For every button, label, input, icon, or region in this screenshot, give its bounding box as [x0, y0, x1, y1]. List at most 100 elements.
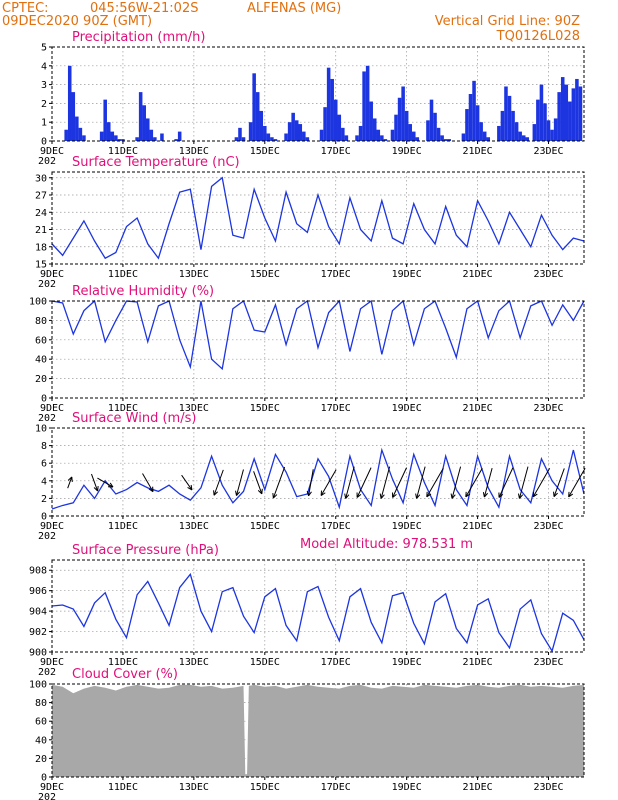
header-date: 09DEC2020 90Z (GMT) [2, 14, 152, 29]
precip-bar [500, 110, 505, 141]
wind-arrow [97, 477, 114, 488]
x-tick-label: 9DEC [40, 403, 64, 414]
x-tick-label: 17DEC [321, 269, 351, 280]
panel-frame [51, 46, 585, 142]
wind-arrow [306, 469, 314, 497]
precip-bar [177, 131, 182, 141]
y-tick-label: 18 [35, 242, 47, 253]
wind-arrow [450, 466, 462, 499]
x-tick-label: 11DEC [108, 521, 138, 532]
precip-bar [153, 137, 157, 141]
y-tick-label: 0 [41, 773, 47, 784]
y-tick-label: 8 [41, 441, 47, 452]
x-tick-label: 19DEC [392, 146, 422, 157]
precip-bar [117, 139, 122, 141]
precip-bar [64, 129, 68, 141]
wind-arrow [356, 467, 372, 498]
wind-arrow [379, 466, 391, 499]
x-tick-label: 23DEC [533, 403, 563, 414]
x-tick-label: 17DEC [321, 146, 351, 157]
panel-0: 0 1 2 3 4 5 9DEC 11DEC 13DEC 15DEC 17DEC 19DEC 21DEC… [38, 30, 585, 167]
precip-bar [497, 125, 501, 141]
x-tick-label: 23DEC [533, 657, 563, 668]
x-tick-label: 23DEC [533, 782, 563, 793]
precip-bar [369, 101, 373, 141]
precip-bar [82, 135, 86, 141]
wind-arrow [320, 469, 337, 496]
precip-bar [479, 122, 483, 141]
precip-bar [103, 99, 107, 141]
precip-bar [333, 99, 338, 141]
header-source: CPTEC: [2, 1, 49, 16]
x-year-fragment: 202 [38, 279, 56, 290]
x-year-fragment: 202 [38, 156, 56, 167]
wind-arrow [498, 467, 514, 498]
precip-bar [358, 125, 363, 141]
wind-arrow [344, 466, 355, 499]
y-tick-label: 4 [41, 476, 47, 487]
precip-bar [149, 129, 154, 141]
precip-bar [294, 120, 299, 141]
x-tick-label: 19DEC [392, 269, 422, 280]
x-tick-label: 17DEC [321, 403, 351, 414]
series-line [51, 299, 585, 371]
y-tick-label: 20 [35, 754, 47, 765]
x-year-fragment: 202 [38, 531, 56, 542]
wind-arrow [568, 468, 586, 498]
wind-arrow [235, 469, 244, 496]
precip-bar [461, 133, 466, 141]
x-tick-label: 21DEC [463, 403, 493, 414]
precip-bar [362, 71, 366, 141]
precip-bar [135, 137, 139, 141]
panel-2: 0 20 40 60 80 100 9DEC 11DEC 13DEC 15DEC 17DEC 19DE… [29, 284, 585, 424]
cloud-area [52, 684, 584, 777]
precip-bar [380, 135, 384, 141]
precip-bar [514, 122, 519, 141]
precip-bar [404, 110, 409, 141]
precip-bar [507, 95, 512, 141]
x-tick-label: 11DEC [108, 269, 138, 280]
precip-bar [468, 94, 473, 141]
x-tick-label: 13DEC [179, 782, 209, 793]
x-tick-label: 23DEC [533, 521, 563, 532]
y-tick-label: 40 [35, 735, 47, 746]
precip-bar [440, 135, 444, 141]
precip-bar [319, 129, 324, 141]
wind-arrow [392, 467, 407, 498]
precip-bar [145, 118, 150, 141]
y-tick-label: 0 [41, 137, 47, 148]
x-tick-label: 15DEC [250, 146, 280, 157]
panels: 0 1 2 3 4 5 9DEC 11DEC 13DEC 15DEC 17DEC 19DEC 21DEC… [29, 30, 586, 800]
precip-bar [238, 127, 242, 141]
precip-bar [447, 139, 451, 141]
panel-frame [51, 559, 585, 653]
y-tick-label: 100 [29, 297, 47, 308]
wind-arrow [213, 469, 224, 496]
y-tick-label: 60 [35, 717, 47, 728]
precip-bar [415, 137, 420, 141]
y-tick-label: 80 [35, 698, 47, 709]
x-tick-label: 9DEC [40, 146, 64, 157]
header-code: TQ0126L028 [496, 29, 580, 44]
x-year-fragment: 202 [38, 667, 56, 678]
x-tick-label: 9DEC [40, 269, 64, 280]
panel-annotation: Model Altitude: 978.531 m [300, 537, 473, 552]
x-tick-label: 13DEC [179, 146, 209, 157]
precip-bar [263, 125, 267, 141]
precip-bar [302, 131, 306, 141]
precip-bar [323, 107, 327, 141]
precip-bar [564, 84, 569, 141]
precip-bar [433, 112, 437, 141]
precip-bar [234, 137, 239, 141]
y-tick-label: 6 [41, 459, 47, 470]
x-tick-label: 19DEC [392, 521, 422, 532]
precip-bar [546, 120, 551, 141]
x-tick-label: 11DEC [108, 403, 138, 414]
y-tick-label: 60 [35, 335, 47, 346]
precip-bar [575, 78, 579, 141]
x-tick-label: 17DEC [321, 657, 351, 668]
y-tick-label: 904 [29, 607, 47, 618]
y-tick-label: 80 [35, 316, 47, 327]
precip-bar [138, 92, 143, 141]
panel-4: 900 902 904 906 908 9DEC 11DEC 13DEC 15DEC 17DEC 1… [29, 537, 585, 678]
